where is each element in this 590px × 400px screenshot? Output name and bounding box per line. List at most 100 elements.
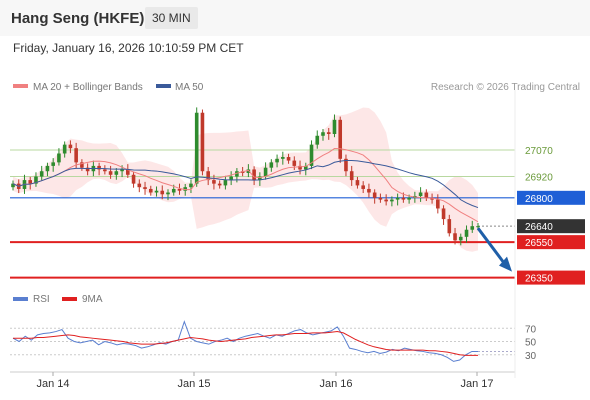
x-tick-label: Jan 14 [36, 378, 69, 390]
candle-body [97, 165, 101, 170]
candle-body [269, 162, 274, 168]
candle-body [298, 165, 302, 170]
candle-body [378, 197, 383, 200]
rsi-legend-label: RSI [33, 294, 50, 305]
candle-body [424, 192, 429, 198]
level-tag-26350 [517, 270, 585, 285]
candle-body [418, 192, 423, 197]
last-price-label: 26640 [525, 222, 553, 233]
candle-body [372, 192, 377, 198]
candle-body [229, 176, 233, 181]
level-label-26350: 26350 [525, 274, 553, 285]
datetime-label: Friday, January 16, 2026 10:10:59 PM CET [13, 41, 244, 55]
rsi-ma-legend-label: 9MA [82, 294, 103, 305]
candle-body [349, 171, 354, 181]
candle-body [258, 176, 262, 181]
candle-body [217, 183, 222, 186]
candle-body [355, 180, 360, 186]
candle-body [189, 183, 193, 188]
candle-body [154, 190, 159, 193]
candle-body [281, 157, 285, 159]
instrument-title: Hang Seng (HKFE) [11, 10, 145, 27]
rsi-legend-swatch [13, 297, 28, 301]
candle-body [200, 112, 205, 172]
rsi-level-label-50: 50 [525, 338, 537, 349]
candle-body [212, 180, 216, 184]
credit-label: Research © 2026 Trading Central [431, 82, 580, 93]
candle-body [57, 153, 61, 163]
candle-body [194, 112, 199, 184]
candle-body [338, 119, 343, 159]
ma20-legend-label: MA 20 + Bollinger Bands [33, 82, 143, 93]
candle-body [303, 165, 308, 170]
candle-body [177, 188, 182, 191]
candle-body [166, 192, 170, 195]
candle-body [476, 226, 480, 228]
timeframe-button[interactable]: 30 MIN [145, 7, 198, 29]
x-tick-label: Jan 17 [460, 378, 493, 390]
level-tag-26800 [517, 190, 585, 205]
candle-body [275, 158, 279, 163]
candle-body [85, 167, 90, 172]
candle-body [103, 169, 107, 172]
candle-body [51, 162, 55, 166]
candle-body [206, 171, 210, 181]
ma50-legend-swatch [156, 84, 171, 88]
candle-body [367, 188, 371, 193]
forecast-arrow-head [499, 256, 512, 272]
level-tag-26550 [517, 235, 585, 250]
candle-body [223, 180, 228, 186]
rsi-ma-legend-swatch [62, 297, 77, 301]
candle-body [407, 197, 411, 200]
candle-body [458, 236, 463, 241]
candle-body [321, 132, 325, 136]
candle-body [344, 158, 348, 172]
candle-body [441, 208, 446, 220]
candle-body [11, 183, 15, 188]
candle-body [68, 144, 73, 149]
candle-body [470, 226, 475, 230]
candle-body [246, 169, 251, 173]
candle-body [315, 135, 320, 145]
candle-body [114, 171, 119, 175]
x-tick-label: Jan 15 [177, 378, 210, 390]
candle-body [263, 167, 268, 177]
candle-body [148, 188, 153, 193]
candle-body [39, 171, 44, 177]
candle-body [401, 197, 406, 200]
header-bar: Hang Seng (HKFE) 30 MIN [0, 0, 590, 36]
candle-body [108, 171, 113, 175]
candle-body [430, 197, 434, 200]
candle-body [137, 183, 142, 188]
level-label-26550: 26550 [525, 238, 553, 249]
candle-body [80, 162, 84, 168]
candle-body [126, 169, 130, 175]
rsi-ma-line [13, 331, 478, 356]
candle-body [384, 199, 388, 202]
candle-body [390, 199, 394, 202]
candle-body [160, 190, 165, 195]
candle-body [332, 119, 337, 134]
ma50-line [12, 160, 479, 209]
forecast-arrow-shaft [476, 227, 508, 267]
candle-body [309, 144, 314, 166]
candle-body [436, 199, 440, 209]
rsi-level-label-70: 70 [525, 324, 537, 335]
candle-body [286, 157, 291, 161]
candle-body [447, 219, 452, 234]
candle-body [395, 197, 400, 200]
candle-body [74, 148, 78, 163]
candle-body [120, 169, 124, 172]
candle-body [464, 229, 469, 237]
ma20-legend-swatch [13, 84, 28, 88]
x-tick-label: Jan 16 [319, 378, 352, 390]
level-label-26920: 26920 [525, 173, 553, 184]
candle-body [235, 171, 239, 177]
ma20-line [12, 148, 479, 223]
candle-body [252, 169, 256, 181]
level-label-26800: 26800 [525, 194, 553, 205]
candle-body [361, 185, 365, 189]
candle-body [34, 176, 38, 184]
candle-body [292, 160, 297, 166]
